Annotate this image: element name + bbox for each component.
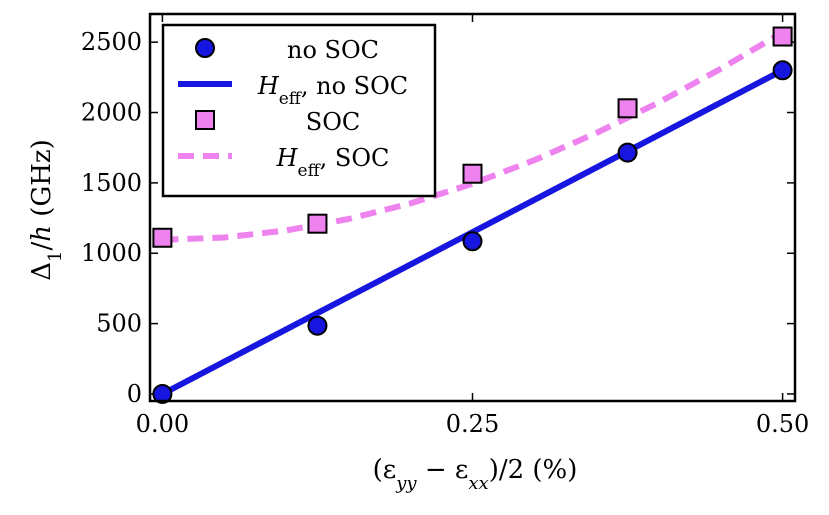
tick-labels: 0.00 0.25 0.50 0 500 1000 1500 2000 2500	[81, 28, 809, 438]
data-point-no-soc	[462, 231, 483, 252]
data-point-soc	[307, 213, 328, 234]
y-tick-label: 2000	[81, 99, 142, 127]
x-tick-label: 0.00	[136, 410, 189, 438]
data-point-soc	[772, 26, 793, 47]
data-point-soc	[152, 227, 173, 248]
y-tick-label: 500	[96, 310, 142, 338]
legend-entry-heff-no-soc: Heff, no SOC	[257, 72, 408, 109]
y-tick-label: 1000	[81, 239, 142, 267]
plot-frame	[148, 12, 797, 403]
y-tick-label: 0	[127, 380, 142, 408]
series-line-heff-soc	[162, 29, 785, 243]
x-tick-label: 0.25	[446, 410, 499, 438]
data-point-no-soc	[772, 60, 793, 81]
y-axis-label: Δ1/h (GHz)	[27, 139, 66, 280]
data-point-no-soc	[617, 142, 638, 163]
legend-marker-no-soc	[195, 38, 215, 58]
y-tick-label: 1500	[81, 169, 142, 197]
data-point-no-soc	[307, 315, 328, 336]
data-point-soc	[462, 163, 483, 184]
data-point-no-soc	[152, 383, 173, 404]
data-point-soc	[617, 98, 638, 119]
legend-entry-no-soc: no SOC	[287, 36, 379, 64]
x-axis-label: (εyy − εxx)/2 (%)	[373, 455, 578, 494]
legend-entry-heff-soc: Heff, SOC	[276, 144, 390, 181]
legend-entry-soc: SOC	[306, 108, 360, 136]
series-layer	[152, 26, 793, 404]
x-tick-label: 0.50	[756, 410, 809, 438]
legend-marker-soc	[195, 110, 215, 130]
y-tick-label: 2500	[81, 28, 142, 56]
